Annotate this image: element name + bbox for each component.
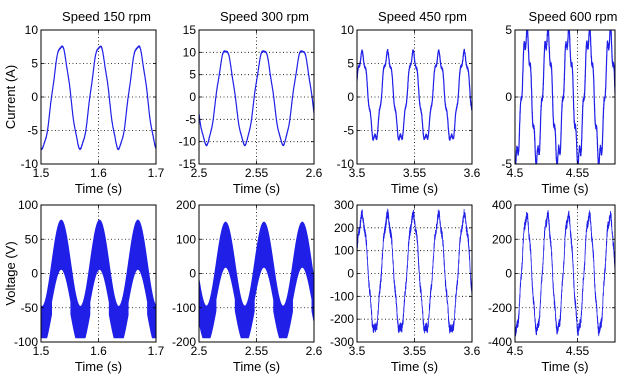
- x-axis-label: Time (s): [541, 181, 588, 196]
- x-tick-label: 3.55: [403, 344, 427, 358]
- y-tick-label: 200: [176, 198, 196, 212]
- y-tick-label: -10: [179, 135, 197, 149]
- y-tick-label: 0: [189, 267, 196, 281]
- y-tick-label: 5: [347, 57, 354, 71]
- y-tick-label: 200: [492, 232, 512, 246]
- subplot-3: 3.5 3.55 3.6 10 5 0 -5 -10 Time (s) Speed 450 rpm: [337, 9, 481, 196]
- y-tick-label: -15: [179, 157, 197, 171]
- y-tick-label: -5: [185, 112, 196, 126]
- y-tick-label: 5: [31, 57, 38, 71]
- series-line: [199, 50, 314, 147]
- subplot-2: 2.5 2.55 2.6 15 10 5 0 -5 -10 -15 Time (s) Speed 30…: [179, 9, 323, 196]
- y-tick-label: 5: [189, 68, 196, 82]
- y-tick-label: 15: [183, 23, 197, 37]
- y-axis-label: Current (A): [3, 65, 18, 129]
- y-tick-label: 400: [492, 198, 512, 212]
- x-tick-label: 1.6: [90, 166, 107, 180]
- x-axis-label: Time (s): [233, 181, 280, 196]
- x-axis-label: Time (s): [541, 359, 588, 374]
- x-tick-label: 2.6: [306, 344, 323, 358]
- y-tick-label: -5: [27, 124, 38, 138]
- x-axis-label: Time (s): [75, 181, 122, 196]
- subplot-title: Speed 450 rpm: [378, 9, 467, 24]
- y-tick-label: 100: [18, 198, 38, 212]
- x-tick-label: 1.5: [33, 166, 50, 180]
- y-tick-label: 0: [189, 90, 196, 104]
- y-tick-label: 100: [334, 244, 354, 258]
- subplot-8: 4.5 4.55 400 200 0 -200 -400 Time (s): [488, 198, 616, 374]
- y-tick-label: -10: [337, 157, 355, 171]
- x-tick-label: 3.6: [464, 344, 481, 358]
- y-tick-label: 50: [25, 232, 39, 246]
- y-tick-label: -100: [172, 301, 196, 315]
- subplot-5: 1.5 1.6 1.7 100 50 0 -50 -100 Time (s) Voltage (V…: [3, 198, 165, 374]
- y-tick-label: -200: [330, 312, 354, 326]
- subplot-title: Speed 300 rpm: [220, 9, 309, 24]
- x-tick-label: 3.5: [349, 344, 366, 358]
- x-tick-label: 4.5: [507, 166, 524, 180]
- y-tick-label: -400: [488, 335, 512, 349]
- y-tick-label: 10: [341, 23, 355, 37]
- subplot-4: 4.5 4.55 5 0 -5 Time (s) Speed 600 rpm: [501, 9, 617, 196]
- series-line: [357, 48, 472, 141]
- series-line: [41, 219, 156, 339]
- series-line: [199, 221, 314, 339]
- y-tick-label: 10: [25, 23, 39, 37]
- x-axis-label: Time (s): [391, 359, 438, 374]
- y-tick-label: 0: [347, 90, 354, 104]
- series-line: [515, 209, 615, 337]
- y-tick-label: -5: [343, 124, 354, 138]
- x-tick-label: 2.5: [191, 344, 208, 358]
- y-tick-label: -100: [330, 289, 354, 303]
- y-tick-label: 0: [505, 90, 512, 104]
- y-tick-label: 0: [347, 267, 354, 281]
- subplot-7: 3.5 3.55 3.6 300 200 100 0 -100 -200 -300 Time (s): [330, 198, 481, 374]
- x-tick-label: 2.6: [306, 166, 323, 180]
- x-tick-label: 2.55: [245, 344, 269, 358]
- x-tick-label: 3.6: [464, 166, 481, 180]
- y-tick-label: -200: [488, 301, 512, 315]
- subplot-title: Speed 600 rpm: [529, 9, 618, 24]
- series-line: [515, 30, 615, 164]
- y-tick-label: -10: [21, 157, 39, 171]
- y-tick-label: -300: [330, 335, 354, 349]
- x-tick-label: 3.55: [403, 166, 427, 180]
- subplot-title: Speed 150 rpm: [62, 9, 151, 24]
- y-tick-label: 200: [334, 221, 354, 235]
- y-tick-label: -200: [172, 335, 196, 349]
- x-axis-label: Time (s): [391, 181, 438, 196]
- series-line: [41, 45, 156, 151]
- series-line: [357, 208, 472, 334]
- subplot-6: 2.5 2.55 2.6 200 100 0 -100 -200 Time (s): [172, 198, 323, 374]
- subplot-1: 1.5 1.6 1.7 10 5 0 -5 -10 Time (s) Speed 150 rpm C…: [3, 9, 165, 196]
- y-tick-label: 100: [176, 232, 196, 246]
- y-tick-label: 5: [505, 23, 512, 37]
- x-tick-label: 4.55: [566, 344, 590, 358]
- x-tick-label: 4.55: [566, 166, 590, 180]
- y-tick-label: 300: [334, 198, 354, 212]
- y-axis-label: Voltage (V): [3, 241, 18, 305]
- x-tick-label: 3.5: [349, 166, 366, 180]
- x-axis-label: Time (s): [75, 359, 122, 374]
- x-tick-label: 2.5: [191, 166, 208, 180]
- y-tick-label: -100: [14, 335, 38, 349]
- x-tick-label: 1.5: [33, 344, 50, 358]
- x-tick-label: 1.7: [148, 344, 165, 358]
- x-tick-label: 1.6: [90, 344, 107, 358]
- x-tick-label: 2.55: [245, 166, 269, 180]
- y-tick-label: -5: [501, 157, 512, 171]
- y-tick-label: 0: [31, 90, 38, 104]
- y-tick-label: 0: [31, 267, 38, 281]
- x-axis-label: Time (s): [233, 359, 280, 374]
- y-tick-label: -50: [21, 301, 39, 315]
- y-tick-label: 10: [183, 45, 197, 59]
- x-tick-label: 4.5: [507, 344, 524, 358]
- y-tick-label: 0: [505, 267, 512, 281]
- x-tick-label: 1.7: [148, 166, 165, 180]
